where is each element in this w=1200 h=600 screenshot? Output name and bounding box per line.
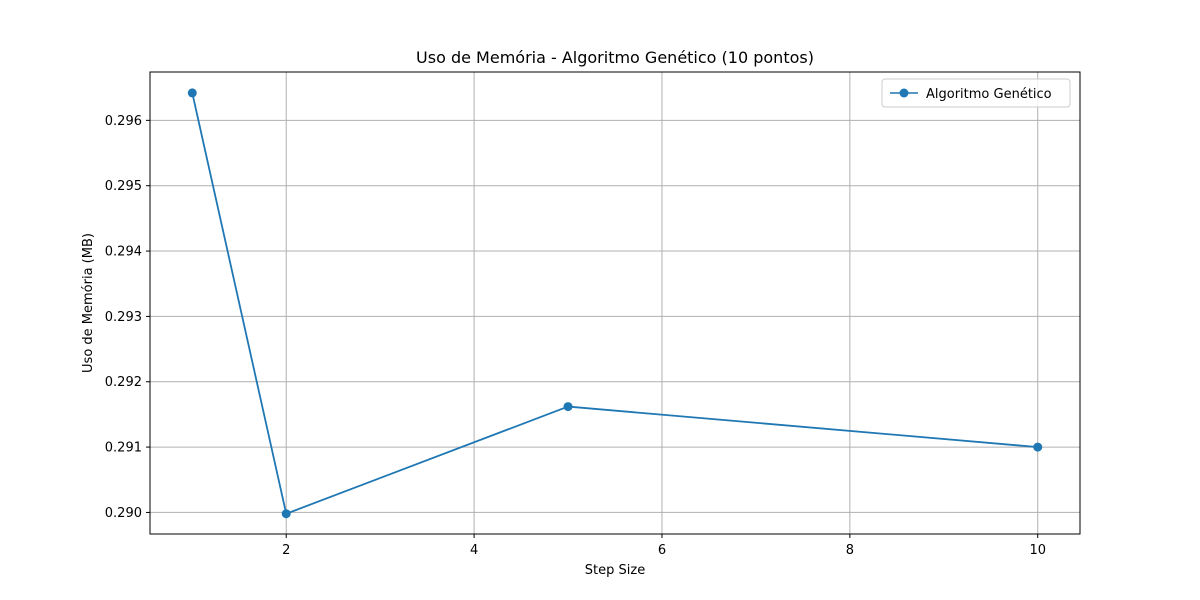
legend: Algoritmo Genético bbox=[881, 78, 1071, 108]
x-tick-label: 8 bbox=[846, 543, 854, 558]
x-axis-ticks: 2 4 6 8 10 bbox=[282, 534, 1046, 558]
y-tick-label: 0.294 bbox=[105, 245, 142, 260]
legend-series-label: Algoritmo Genético bbox=[926, 87, 1052, 102]
data-point bbox=[281, 509, 291, 519]
series-line bbox=[191, 92, 1038, 515]
y-tick-label: 0.296 bbox=[105, 114, 142, 129]
y-tick-label: 0.290 bbox=[105, 506, 142, 521]
y-axis-ticks: 0.290 0.291 0.292 0.293 0.294 0.295 0.296 bbox=[105, 114, 150, 521]
legend-box bbox=[881, 78, 1071, 108]
data-point bbox=[563, 402, 573, 412]
y-tick-label: 0.292 bbox=[105, 375, 142, 390]
data-point bbox=[1033, 442, 1043, 452]
y-axis-label: Uso de Memória (MB) bbox=[81, 233, 96, 373]
x-tick-label: 4 bbox=[470, 543, 478, 558]
series-layer bbox=[187, 88, 1043, 519]
x-tick-label: 10 bbox=[1029, 543, 1046, 558]
plot-frame bbox=[149, 71, 1081, 535]
data-point bbox=[187, 88, 197, 98]
chart-title: Uso de Memória - Algoritmo Genético (10 … bbox=[416, 48, 814, 67]
grid bbox=[150, 72, 1080, 534]
y-tick-label: 0.291 bbox=[105, 441, 142, 456]
y-tick-label: 0.295 bbox=[105, 179, 142, 194]
x-tick-label: 2 bbox=[282, 543, 290, 558]
x-tick-label: 6 bbox=[658, 543, 666, 558]
y-tick-label: 0.293 bbox=[105, 310, 142, 325]
legend-series-marker bbox=[899, 88, 909, 98]
x-axis-label: Step Size bbox=[585, 563, 645, 578]
